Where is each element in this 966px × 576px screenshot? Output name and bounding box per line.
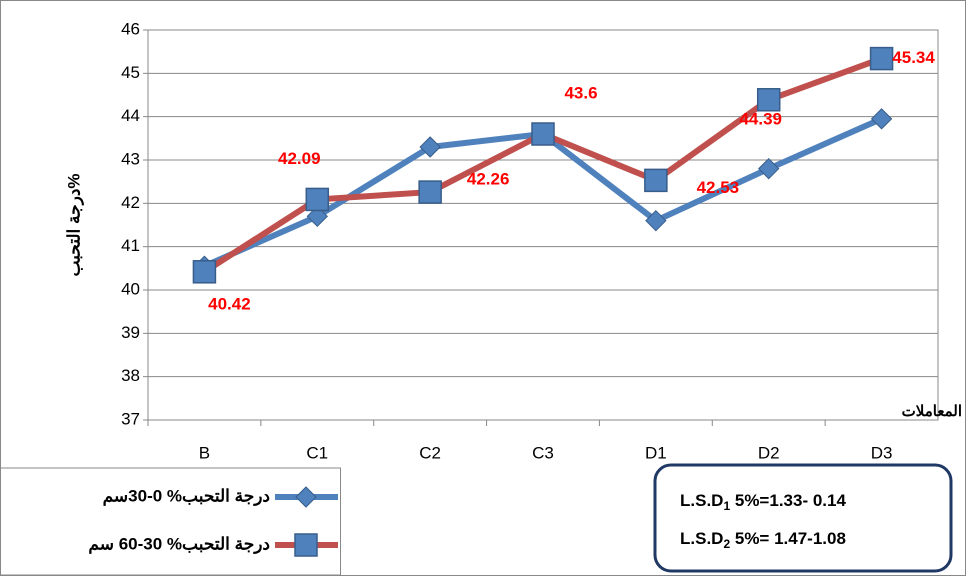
marker: [870, 108, 893, 130]
y-tick-label: 41: [121, 236, 140, 255]
y-tick-label: 44: [121, 106, 140, 125]
marker: [295, 486, 317, 508]
x-tick-label: C3: [532, 443, 554, 462]
marker: [758, 157, 780, 180]
marker: [869, 46, 894, 71]
marker: [756, 88, 781, 112]
data-label: 43.6: [564, 83, 597, 102]
data-label: 42.09: [278, 149, 321, 168]
x-tick-label: C1: [306, 443, 328, 462]
marker: [305, 187, 330, 212]
x-tick-label: D2: [758, 443, 780, 462]
marker: [644, 168, 668, 193]
x-tick-label: D3: [871, 443, 893, 462]
data-label: 40.42: [208, 294, 251, 313]
marker: [294, 533, 318, 557]
legend-label: درجة التحبب% 30-60 سم: [88, 534, 270, 554]
y-tick-label: 37: [121, 409, 140, 428]
y-tick-label: 38: [121, 366, 140, 385]
annotation-prefix: L.S.D: [680, 529, 723, 548]
marker: [419, 136, 441, 158]
marker: [192, 260, 217, 284]
annotation-text: 5%= 1.47-1.08: [730, 529, 846, 548]
x-tick-label: D1: [645, 443, 667, 462]
annotation-text: 5%=1.33- 0.14: [730, 491, 846, 510]
legend: [0, 467, 341, 576]
data-label: 45.34: [892, 48, 935, 67]
data-label: 44.39: [739, 109, 782, 128]
y-tick-label: 46: [121, 19, 140, 38]
annotation-box: [653, 463, 953, 573]
marker: [531, 122, 555, 146]
y-tick-label: 45: [121, 63, 140, 82]
x-tick-label: C2: [419, 443, 441, 462]
y-tick-label: 40: [121, 279, 140, 298]
annotation: L.S.D2 5%= 1.47-1.08: [680, 529, 846, 551]
y-tick-label: 43: [121, 149, 140, 168]
plot-area: [147, 29, 939, 421]
marker: [418, 180, 442, 204]
annotation-prefix: L.S.D: [680, 491, 723, 510]
data-label: 42.26: [467, 170, 510, 189]
x-tick-label: B: [199, 443, 210, 462]
annotation-sub: 2: [723, 537, 730, 551]
legend-label: درجة التحبب% 0-30سم: [103, 486, 270, 506]
y-axis-label: درجة التحبب%: [64, 173, 84, 276]
marker: [306, 205, 328, 228]
marker: [645, 209, 667, 232]
annotation-sub: 1: [723, 499, 730, 513]
y-tick-label: 42: [121, 193, 140, 212]
x-axis-label: المعاملات: [902, 403, 962, 420]
annotation: L.S.D1 5%=1.33- 0.14: [680, 491, 846, 513]
data-label: 42.53: [697, 178, 740, 197]
y-tick-label: 39: [121, 323, 140, 342]
